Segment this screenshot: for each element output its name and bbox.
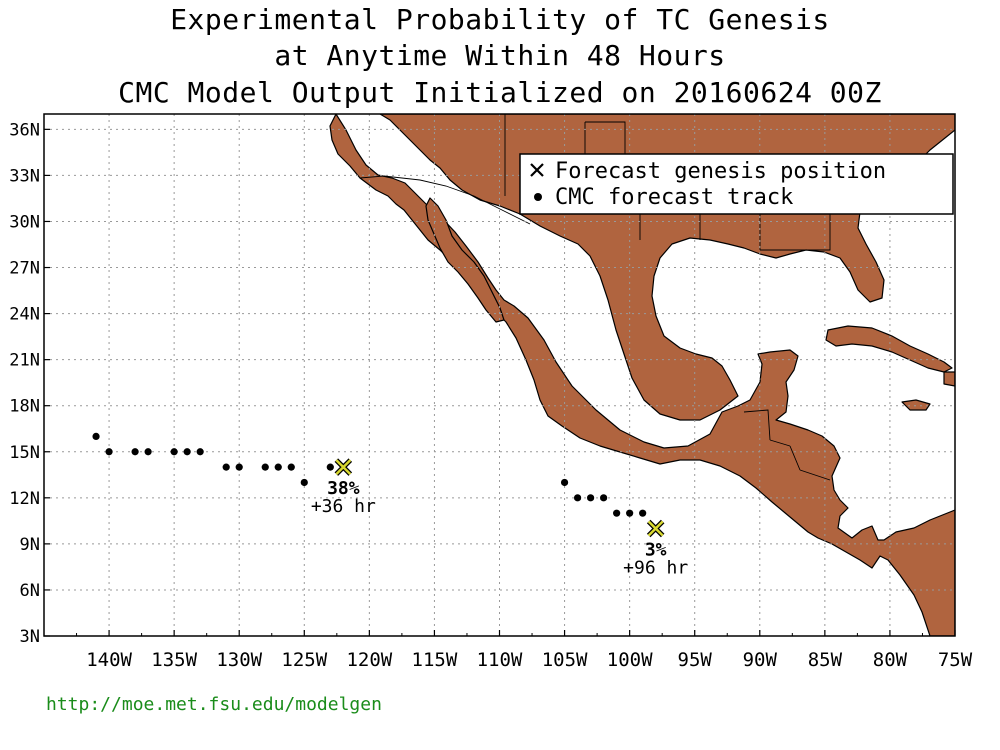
- legend-box: Forecast genesis position CMC forecast t…: [519, 153, 954, 215]
- title-line-2: at Anytime Within 48 Hours: [274, 39, 726, 72]
- track-point: [196, 448, 204, 456]
- x-tick-label: 90W: [743, 649, 778, 671]
- x-tick-label: 105W: [542, 649, 588, 671]
- x-tick-label: 85W: [808, 649, 843, 671]
- border-central-america: [743, 409, 831, 481]
- track-point: [222, 463, 230, 471]
- y-tick-label: 36N: [9, 120, 40, 140]
- legend-genesis-label: Forecast genesis position: [555, 159, 886, 184]
- y-tick-label: 33N: [9, 166, 40, 186]
- track-point: [144, 448, 152, 456]
- legend-track-label: CMC forecast track: [555, 185, 793, 210]
- x-tick-label: 125W: [281, 649, 327, 671]
- y-tick-label: 27N: [9, 259, 40, 279]
- genesis-lead-label: +36 hr: [311, 496, 376, 517]
- y-tick-label: 6N: [20, 581, 40, 601]
- legend-x-icon: [530, 163, 544, 177]
- track-point: [170, 448, 178, 456]
- track-point: [235, 463, 243, 471]
- y-tick-label: 9N: [20, 535, 40, 555]
- y-tick-label: 15N: [9, 443, 40, 463]
- source-url: http://moe.met.fsu.edu/modelgen: [46, 694, 382, 715]
- y-tick-label: 12N: [9, 489, 40, 509]
- x-tick-label: 110W: [477, 649, 523, 671]
- y-tick-label: 18N: [9, 397, 40, 417]
- y-tick-label: 21N: [9, 351, 40, 371]
- title-line-1: Experimental Probability of TC Genesis: [170, 3, 830, 36]
- track-point: [639, 509, 647, 517]
- genesis-x-marker: [647, 520, 664, 537]
- track-point: [261, 463, 269, 471]
- track-point: [131, 448, 139, 456]
- x-tick-label: 135W: [151, 649, 197, 671]
- genesis-probability-label: 38%: [327, 478, 360, 499]
- border-us-mexico: [359, 175, 531, 225]
- gridlines: [44, 114, 955, 636]
- y-tick-label: 3N: [20, 627, 40, 647]
- track-point: [274, 463, 282, 471]
- forecast-track: [92, 432, 647, 517]
- track-point: [105, 448, 113, 456]
- track-point: [300, 478, 308, 487]
- x-tick-label: 75W: [938, 649, 973, 671]
- genesis-probability-label: 3%: [645, 540, 667, 561]
- genesis-lead-label: +96 hr: [623, 558, 688, 579]
- baja-california: [425, 197, 505, 323]
- x-tick-label: 80W: [873, 649, 908, 671]
- legend-frame: [519, 153, 954, 215]
- legend-dot-icon: [534, 193, 542, 201]
- y-axis-labels: 3N 6N 9N 12N 15N 18N 21N 24N 27N 30N 33N 36N: [9, 120, 40, 647]
- x-tick-label: 130W: [216, 649, 262, 671]
- track-point: [587, 494, 595, 502]
- genesis-x-marker: [335, 459, 352, 476]
- genesis-markers: 38%+36 hr 3%+96 hr: [311, 458, 688, 579]
- title-line-3: CMC Model Output Initialized on 20160624…: [118, 76, 882, 109]
- x-tick-label: 100W: [607, 649, 653, 671]
- track-point: [613, 509, 621, 517]
- track-point: [287, 463, 295, 471]
- track-point: [573, 494, 582, 502]
- x-tick-label: 140W: [86, 649, 132, 671]
- x-tick-label: 95W: [678, 649, 713, 671]
- track-point: [183, 448, 191, 456]
- track-point: [560, 478, 569, 487]
- x-tick-label: 120W: [346, 649, 392, 671]
- jamaica: [901, 399, 931, 411]
- track-point: [92, 432, 100, 441]
- track-point: [600, 494, 608, 502]
- track-point: [626, 509, 634, 517]
- track-point: [326, 463, 334, 471]
- y-tick-label: 30N: [9, 212, 40, 232]
- x-tick-label: 115W: [412, 649, 458, 671]
- y-tick-label: 24N: [9, 305, 40, 325]
- hispaniola: [943, 371, 955, 387]
- x-axis-labels: 140W 135W 130W 125W 120W 115W 110W 105W 100W 95W 9…: [86, 649, 973, 671]
- axis-ticks: [44, 128, 956, 637]
